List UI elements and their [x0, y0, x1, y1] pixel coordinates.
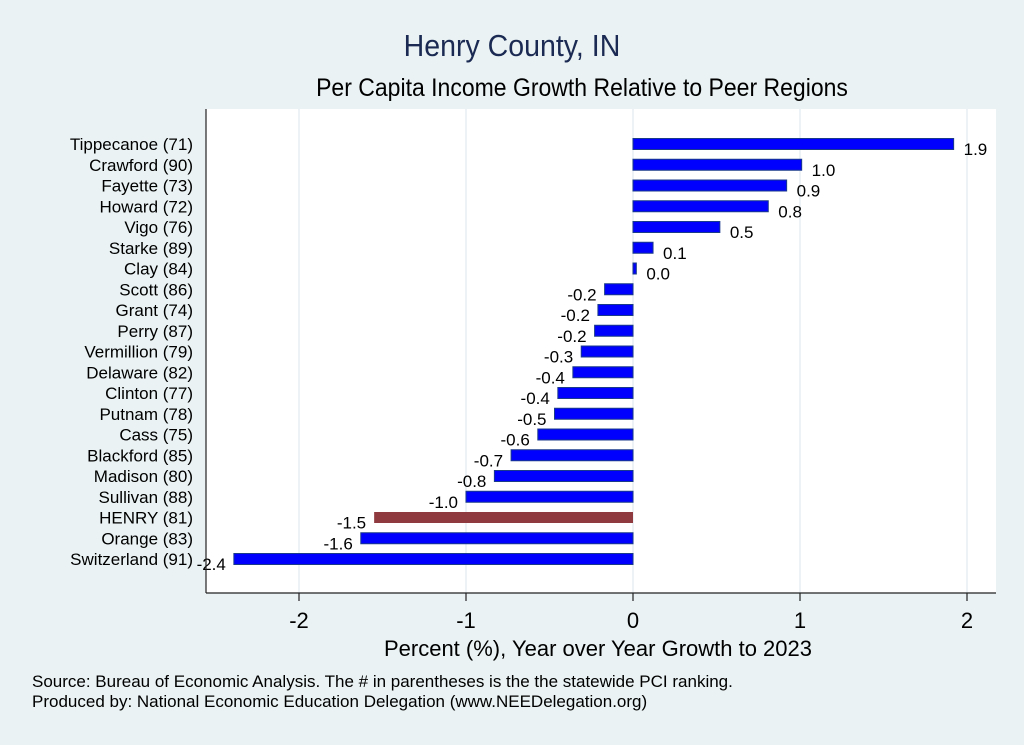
bar-value-label: -0.4	[521, 389, 550, 408]
bars	[233, 138, 955, 565]
source-note: Source: Bureau of Economic Analysis. The…	[32, 672, 733, 691]
chart-subtitle: Per Capita Income Growth Relative to Pee…	[316, 74, 848, 102]
category-label: Clinton (77)	[105, 384, 193, 403]
bar	[465, 490, 634, 503]
category-label: Tippecanoe (71)	[70, 135, 193, 154]
bar-value-label: -2.4	[197, 555, 226, 574]
category-label: Perry (87)	[117, 322, 193, 341]
bar-value-label: -0.4	[536, 368, 565, 387]
bar	[233, 553, 634, 565]
bar-value-label: 0.0	[646, 265, 670, 284]
bar	[580, 345, 634, 358]
category-label: Vermillion (79)	[84, 343, 193, 362]
bar	[594, 324, 634, 337]
chart-title: Henry County, IN	[403, 28, 621, 63]
bar	[632, 221, 721, 233]
category-label: Switzerland (91)	[70, 550, 193, 569]
bar-value-label: -0.8	[457, 472, 486, 491]
bar	[632, 200, 769, 213]
x-tick-label: 2	[961, 608, 973, 633]
bar-value-label: -0.5	[517, 410, 546, 429]
footnote: Source: Bureau of Economic Analysis. The…	[32, 672, 733, 712]
x-tick-label: -1	[456, 608, 476, 633]
category-label: Fayette (73)	[101, 177, 193, 196]
x-tick-label: 1	[794, 608, 806, 633]
bar-value-label: -0.2	[557, 327, 586, 346]
bar	[493, 470, 634, 482]
category-label: Crawford (90)	[89, 156, 193, 175]
bar	[632, 138, 955, 150]
x-tick-label: 0	[627, 608, 639, 633]
value-labels: 1.91.00.90.80.50.10.0-0.2-0.2-0.2-0.3-0.…	[197, 140, 988, 574]
category-label: Grant (74)	[116, 301, 193, 320]
bar-value-label: 0.5	[730, 223, 754, 242]
category-label: Clay (84)	[124, 260, 193, 279]
category-label: Starke (89)	[109, 239, 193, 258]
bar	[632, 179, 788, 192]
bar-value-label: 0.9	[797, 182, 821, 201]
category-label: Cass (75)	[119, 426, 193, 445]
bar-value-label: 0.1	[663, 244, 687, 263]
bar-value-label: -0.2	[561, 306, 590, 325]
bar	[632, 158, 803, 171]
bar-value-label: -1.6	[323, 534, 352, 553]
bar	[604, 283, 634, 296]
bar-value-label: -1.5	[337, 514, 366, 533]
bar	[510, 449, 634, 462]
category-labels: Tippecanoe (71) Crawford (90) Fayette (73)…	[70, 135, 193, 569]
bar	[597, 304, 634, 316]
bar-value-label: 1.0	[812, 161, 836, 180]
bar-value-label: -0.3	[544, 348, 573, 367]
category-label: Sullivan (88)	[99, 488, 194, 507]
bar-highlight	[374, 512, 633, 523]
bar-value-label: -0.6	[501, 431, 530, 450]
bar	[632, 241, 654, 254]
bar	[537, 428, 634, 441]
category-label: Putnam (78)	[99, 405, 193, 424]
category-label: Howard (72)	[99, 197, 193, 216]
bar	[554, 407, 634, 420]
category-label: Madison (80)	[94, 467, 193, 486]
category-label: HENRY (81)	[99, 509, 193, 528]
bar-value-label: -0.7	[474, 451, 503, 470]
x-axis-ticks: -2 -1 0 1 2	[289, 593, 973, 633]
category-label: Blackford (85)	[87, 446, 193, 465]
bar	[360, 532, 634, 545]
x-axis-label: Percent (%), Year over Year Growth to 20…	[384, 636, 812, 661]
category-label: Delaware (82)	[86, 363, 193, 382]
x-tick-label: -2	[289, 608, 309, 633]
bar-value-label: -0.2	[567, 285, 596, 304]
category-label: Vigo (76)	[124, 218, 193, 237]
bar-value-label: -1.0	[429, 493, 458, 512]
bar-value-label: 1.9	[964, 140, 988, 159]
bar	[632, 262, 637, 275]
category-label: Orange (83)	[101, 529, 193, 548]
category-label: Scott (86)	[119, 280, 193, 299]
bar	[557, 387, 634, 399]
bar	[572, 366, 634, 379]
bar-value-label: 0.8	[778, 202, 802, 221]
producer-note: Produced by: National Economic Education…	[32, 692, 648, 711]
